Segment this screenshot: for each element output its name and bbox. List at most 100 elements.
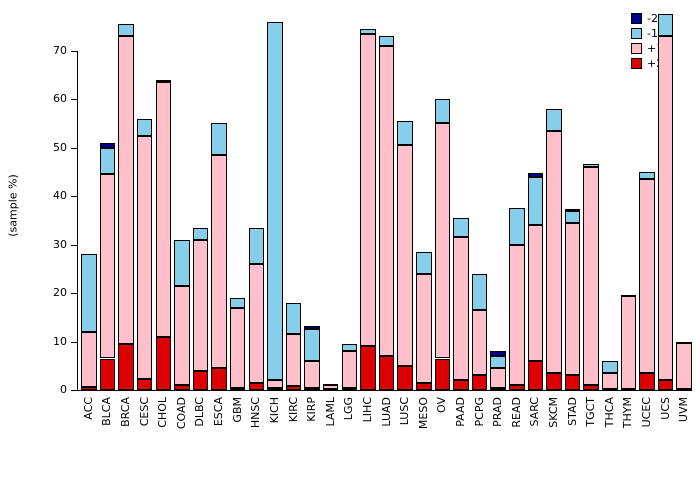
y-axis-tick-label: 30 <box>53 237 67 251</box>
y-axis-tick-label: 50 <box>53 140 67 154</box>
bar-segment-+1-KICH <box>267 380 283 389</box>
bar-segment--2-SARC <box>527 173 544 177</box>
bar-segment-+2-HNSC <box>248 382 265 390</box>
x-axis-label-HNSC: HNSC <box>249 397 263 429</box>
bar-segment--1-BLCA <box>99 147 116 175</box>
bar-segment-+1-KIRP <box>304 360 320 388</box>
x-axis-label-UCEC: UCEC <box>640 397 654 428</box>
x-axis-label-LAML: LAML <box>323 397 337 427</box>
bar-segment-+1-KIRC <box>285 334 302 387</box>
bar-segment-+1-READ <box>509 244 525 386</box>
x-axis-label-THYM: THYM <box>621 397 635 429</box>
bar-segment-+2-UCEC <box>639 373 655 390</box>
bar-segment--2-BLCA <box>99 142 116 148</box>
bar-segment-+2-STAD <box>564 375 581 390</box>
bar-segment-+1-DLBC <box>192 239 209 371</box>
legend-label: -2 <box>647 12 658 25</box>
x-axis-label-STAD: STAD <box>565 397 579 426</box>
bar-segment--1-THCA <box>602 360 618 374</box>
bar-segment--1-COAD <box>174 239 190 286</box>
bar-segment--1-LGG <box>341 343 358 352</box>
x-axis-label-PRAD: PRAD <box>491 397 505 427</box>
bar-segment--1-PCPG <box>471 273 488 311</box>
bar-segment-+2-PRAD <box>490 387 506 390</box>
bar-segment-+2-LAML <box>322 389 339 392</box>
bar-segment-+1-BLCA <box>99 174 116 359</box>
bar-segment--1-DLBC <box>192 227 209 240</box>
y-axis-tick-label: 70 <box>53 43 67 57</box>
bar-segment-+1-GBM <box>229 307 246 388</box>
bar-segment--1-KICH <box>267 21 283 381</box>
bar-segment--1-BRCA <box>118 24 134 37</box>
x-axis-line <box>78 390 692 391</box>
bar-segment-+2-PAAD <box>453 380 469 390</box>
x-axis-label-SARC: SARC <box>528 397 542 427</box>
bar-segment-+1-MESO <box>416 273 432 383</box>
y-axis-tick-label: 10 <box>53 334 67 348</box>
bar-segment--1-MESO <box>416 251 432 274</box>
x-axis-label-READ: READ <box>509 397 523 428</box>
y-axis-tick-label: 40 <box>53 189 67 203</box>
bar-segment--1-TGCT <box>583 163 599 168</box>
bar-segment-+1-ESCA <box>211 154 227 369</box>
bar-segment-+2-TGCT <box>583 385 599 390</box>
bar-segment-+1-LUSC <box>397 145 413 366</box>
bar-segment--1-HNSC <box>248 227 265 264</box>
bar-segment-+2-ESCA <box>211 368 227 390</box>
bar-segment-+2-BRCA <box>118 343 134 390</box>
bar-segment-+1-LUAD <box>378 45 395 357</box>
x-axis-label-CHOL: CHOL <box>156 397 170 428</box>
bar-segment-+2-COAD <box>174 385 190 390</box>
bar-segment--2-KIRP <box>304 325 320 330</box>
y-axis-title: (sample %) <box>6 174 20 237</box>
x-axis-label-KIRP: KIRP <box>305 397 319 422</box>
bar-segment-+2-MESO <box>416 382 432 390</box>
x-axis-label-PAAD: PAAD <box>453 397 467 427</box>
bar-segment--1-LUSC <box>397 121 413 146</box>
bar-segment--1-UCEC <box>639 171 655 180</box>
legend-item--1: -1 <box>631 26 663 41</box>
x-axis-label-TGCT: TGCT <box>584 397 598 427</box>
bar-segment-+2-LGG <box>341 388 358 391</box>
legend-item--2: -2 <box>631 11 663 26</box>
x-axis-label-COAD: COAD <box>174 397 188 430</box>
bar-segment-+1-CESC <box>136 135 153 380</box>
bar-segment-+2-LUAD <box>378 356 395 390</box>
bar-segment-+2-UCS <box>657 380 674 390</box>
bar-segment-+2-THCA <box>602 388 618 391</box>
bar-segment-+2-THYM <box>620 388 637 391</box>
legend-swatch-+2 <box>631 58 642 69</box>
x-axis-label-BLCA: BLCA <box>100 397 114 426</box>
bar-segment-+1-PRAD <box>490 368 506 388</box>
x-axis-label-DLBC: DLBC <box>193 397 207 427</box>
bar-segment-+1-STAD <box>564 222 581 376</box>
x-axis-label-LUAD: LUAD <box>379 397 393 427</box>
bar-segment--1-PAAD <box>453 217 469 238</box>
bar-segment--1-PRAD <box>490 356 506 369</box>
bar-segment--1-OV <box>434 99 451 124</box>
bar-segment-+1-LGG <box>341 351 358 389</box>
bar-segment--1-SKCM <box>546 108 562 131</box>
bar-segment--2-PRAD <box>490 351 506 357</box>
x-axis-label-KICH: KICH <box>267 397 281 424</box>
y-axis-tick <box>71 390 77 391</box>
y-axis-tick <box>71 341 77 343</box>
bar-segment-+2-KIRP <box>304 387 320 390</box>
x-axis-label-THCA: THCA <box>602 397 616 428</box>
bar-segment--1-CESC <box>136 118 153 136</box>
bar-segment-+1-THCA <box>602 373 618 389</box>
y-axis-tick <box>71 50 77 52</box>
bar-segment-+1-HNSC <box>248 264 265 383</box>
x-axis-label-OV: OV <box>435 397 449 413</box>
x-axis-label-PCPG: PCPG <box>472 397 486 427</box>
bar-segment-+1-THYM <box>620 296 637 389</box>
bar-segment--1-KIRC <box>285 302 302 335</box>
y-axis-tick <box>71 147 77 149</box>
y-axis-tick <box>71 244 77 246</box>
bar-segment-+2-PCPG <box>471 375 488 390</box>
bar-segment-+1-TGCT <box>583 167 599 386</box>
x-axis-label-MESO: MESO <box>416 397 430 430</box>
y-axis-tick <box>71 99 77 101</box>
bar-segment--1-LAML <box>322 384 339 387</box>
